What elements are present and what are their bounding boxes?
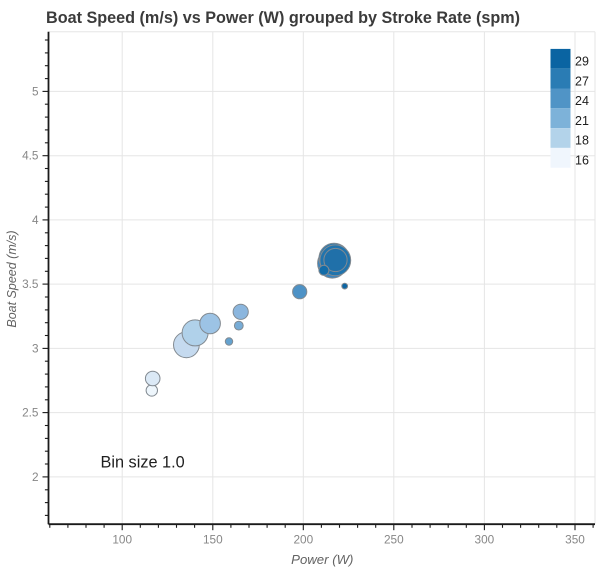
- svg-text:27: 27: [575, 74, 589, 88]
- svg-text:2.5: 2.5: [22, 406, 39, 420]
- svg-text:29: 29: [575, 55, 589, 69]
- svg-text:250: 250: [384, 533, 404, 547]
- svg-text:300: 300: [475, 533, 495, 547]
- svg-text:5: 5: [32, 84, 39, 98]
- svg-text:18: 18: [575, 134, 589, 148]
- svg-text:Boat Speed (m/s): Boat Speed (m/s): [5, 230, 19, 327]
- svg-text:3.5: 3.5: [22, 277, 39, 291]
- svg-text:4.5: 4.5: [22, 149, 39, 163]
- svg-text:4: 4: [32, 213, 39, 227]
- svg-text:16: 16: [575, 154, 589, 168]
- svg-text:2: 2: [32, 470, 39, 484]
- svg-text:Bin size 1.0: Bin size 1.0: [101, 454, 185, 472]
- svg-text:350: 350: [565, 533, 585, 547]
- svg-text:3: 3: [32, 341, 39, 355]
- svg-text:21: 21: [575, 114, 589, 128]
- svg-text:Power (W): Power (W): [291, 552, 353, 567]
- svg-text:24: 24: [575, 94, 589, 108]
- svg-text:Boat Speed (m/s) vs Power (W): Boat Speed (m/s) vs Power (W) grouped by…: [46, 9, 520, 27]
- svg-text:150: 150: [203, 533, 223, 547]
- svg-text:100: 100: [112, 533, 132, 547]
- svg-text:200: 200: [293, 533, 313, 547]
